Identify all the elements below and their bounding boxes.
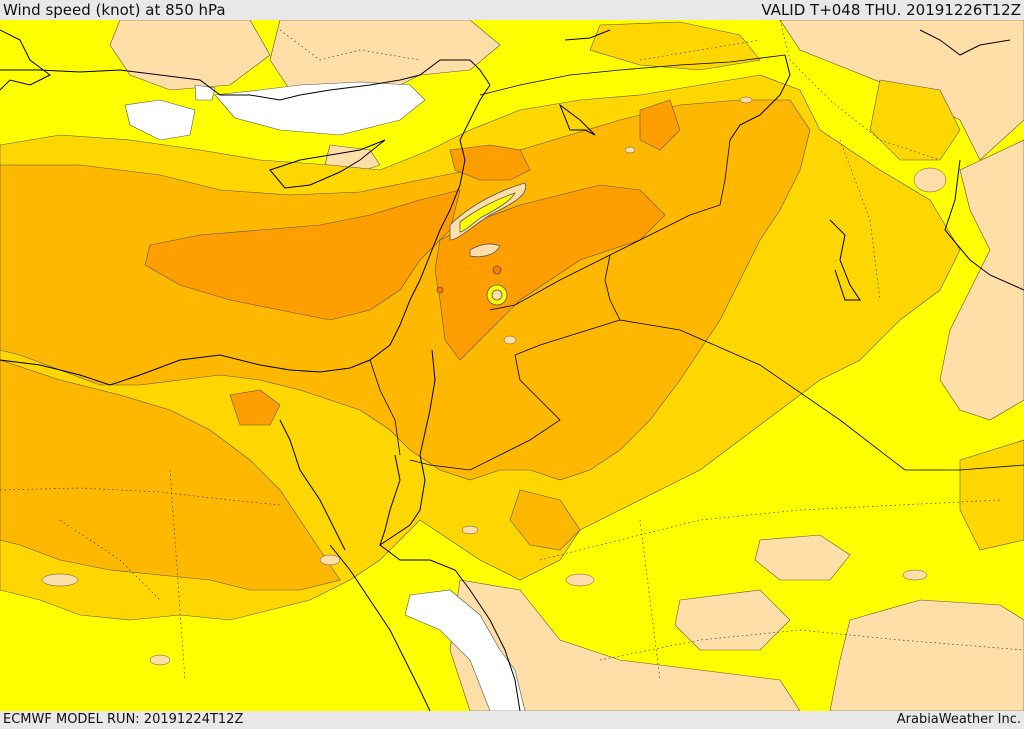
footer-bar: ECMWF MODEL RUN: 20191224T12Z ArabiaWeat…: [0, 711, 1024, 729]
admin-boundaries: [0, 20, 1024, 681]
credit-label: ArabiaWeather Inc.: [896, 712, 1021, 727]
wind-speed-map[interactable]: [0, 20, 1024, 711]
speckle-cells: [41, 96, 947, 666]
coastlines: [0, 29, 1024, 711]
very-strong-wind-regions: [144, 99, 681, 426]
model-run-label: ECMWF MODEL RUN: 20191224T12Z: [3, 712, 244, 727]
valid-time-label: VALID T+048 THU. 20191226T12Z: [761, 1, 1021, 19]
political-borders: [369, 54, 1024, 471]
map-title: Wind speed (knot) at 850 hPa: [3, 1, 226, 19]
header-bar: Wind speed (knot) at 850 hPa VALID T+048…: [0, 0, 1024, 20]
jet-core-contours: [436, 182, 527, 306]
calm-wind-regions: [124, 81, 526, 711]
